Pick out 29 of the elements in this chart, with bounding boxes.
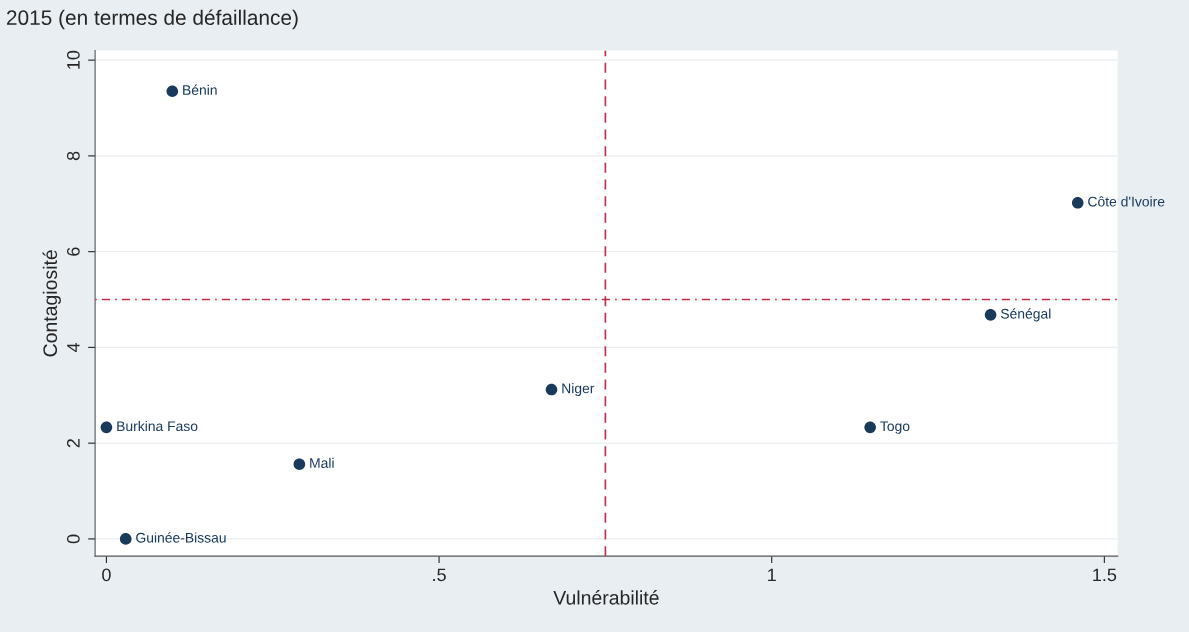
y-tick-label: 0 xyxy=(66,534,80,544)
y-tick-label: 6 xyxy=(66,247,80,256)
point xyxy=(545,383,558,396)
point xyxy=(166,85,179,98)
point xyxy=(119,533,132,545)
y-tick-label: 2 xyxy=(66,439,80,448)
annotation: Burkina Faso xyxy=(117,420,198,432)
annotation: Sénégal xyxy=(1000,308,1051,322)
annotation: Niger xyxy=(562,383,595,397)
point xyxy=(864,421,876,434)
point xyxy=(100,421,113,434)
x-tick-label: 0 xyxy=(102,568,111,582)
x-axis-title: Vulnérabilité xyxy=(553,590,659,605)
annotation: Côte d'Ivoire xyxy=(1088,196,1165,207)
x-tick-label: .5 xyxy=(433,568,446,582)
x-tick-label: 1.5 xyxy=(1093,568,1117,582)
y-tick-label: 4 xyxy=(67,342,80,353)
point xyxy=(1071,197,1084,209)
point xyxy=(984,309,997,321)
y-tick-label: 10 xyxy=(66,50,80,69)
annotation: Togo xyxy=(880,421,910,434)
x-tick-label: 1 xyxy=(768,568,776,582)
annotation: Bénin xyxy=(183,84,217,95)
annotation: Mali xyxy=(310,457,334,468)
annotation: Guinée-Bissau xyxy=(136,532,226,543)
chart-title: 2015 (en termes de défaillance) xyxy=(6,9,298,30)
y-axis-title: Contagiosité xyxy=(42,250,61,357)
point xyxy=(293,458,306,471)
y-tick-label: 8 xyxy=(66,151,80,161)
